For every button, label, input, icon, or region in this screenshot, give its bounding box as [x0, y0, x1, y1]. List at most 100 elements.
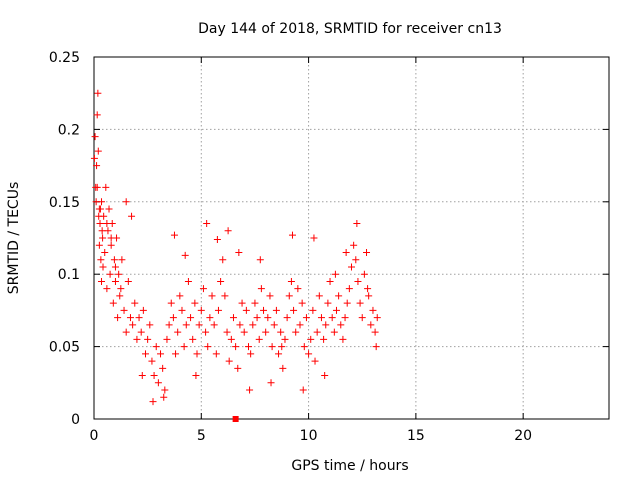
- data-point: [100, 212, 108, 220]
- data-point: [208, 292, 216, 300]
- data-point: [94, 147, 102, 155]
- data-point: [292, 328, 300, 336]
- data-point: [268, 343, 276, 351]
- data-point: [93, 111, 101, 119]
- data-point: [353, 220, 361, 228]
- data-point: [342, 248, 350, 256]
- data-point: [350, 241, 358, 249]
- data-point: [352, 256, 360, 264]
- zero-marker: [232, 416, 239, 422]
- data-point: [172, 350, 180, 358]
- data-point: [94, 89, 102, 97]
- data-point: [129, 321, 137, 329]
- data-point: [372, 343, 380, 351]
- data-point: [197, 306, 205, 314]
- data-point: [285, 292, 293, 300]
- data-point: [234, 364, 242, 372]
- data-point: [91, 133, 99, 141]
- data-point: [264, 314, 272, 322]
- y-tick-label: 0.25: [49, 50, 80, 66]
- data-point: [337, 321, 345, 329]
- data-point: [122, 328, 130, 336]
- data-point: [182, 321, 190, 329]
- data-point: [107, 234, 115, 242]
- data-point: [278, 343, 286, 351]
- data-point: [169, 314, 177, 322]
- data-point: [163, 335, 171, 343]
- data-point: [290, 306, 298, 314]
- data-point: [367, 321, 375, 329]
- x-tick-label: 10: [300, 428, 318, 444]
- data-point: [260, 306, 268, 314]
- y-axis-label: SRMTID / TECUs: [6, 182, 22, 295]
- data-point: [95, 205, 103, 213]
- data-point: [213, 235, 221, 243]
- data-point: [240, 328, 248, 336]
- data-point: [371, 328, 379, 336]
- data-point: [118, 256, 126, 264]
- data-point: [126, 314, 134, 322]
- data-point: [313, 328, 321, 336]
- x-tick-label: 20: [514, 428, 532, 444]
- data-point: [144, 335, 152, 343]
- data-point: [363, 248, 371, 256]
- data-point: [364, 285, 372, 293]
- data-point: [236, 321, 244, 329]
- data-point: [279, 364, 287, 372]
- data-point: [187, 314, 195, 322]
- data-point: [305, 350, 313, 358]
- data-point: [225, 357, 233, 365]
- data-point: [116, 292, 124, 300]
- data-point: [103, 220, 111, 228]
- data-point: [311, 357, 319, 365]
- data-point: [249, 321, 257, 329]
- data-point: [339, 335, 347, 343]
- data-point: [107, 241, 115, 249]
- data-point: [251, 299, 259, 307]
- data-point: [189, 335, 197, 343]
- data-point: [217, 277, 225, 285]
- data-point: [296, 321, 304, 329]
- data-point: [277, 328, 285, 336]
- data-point: [146, 321, 154, 329]
- data-point: [114, 314, 122, 322]
- data-point: [137, 328, 145, 336]
- data-point: [267, 379, 275, 387]
- data-point: [348, 263, 355, 271]
- data-point: [206, 314, 214, 322]
- data-point: [235, 248, 243, 256]
- data-point: [332, 306, 340, 314]
- y-tick-label: 0: [71, 412, 80, 428]
- data-point: [176, 292, 184, 300]
- data-point: [154, 379, 162, 387]
- data-point: [275, 350, 283, 358]
- data-point: [170, 231, 178, 239]
- data-point: [135, 314, 143, 322]
- y-tick-label: 0.05: [49, 340, 80, 356]
- data-point: [122, 198, 130, 206]
- data-point: [210, 321, 218, 329]
- data-point: [219, 256, 227, 264]
- data-point: [302, 314, 310, 322]
- data-point: [204, 343, 212, 351]
- data-point: [360, 270, 368, 278]
- data-point: [124, 277, 132, 285]
- plot-frame: [93, 56, 610, 420]
- data-point: [106, 270, 114, 278]
- data-point: [199, 285, 207, 293]
- x-tick-label: 15: [407, 428, 425, 444]
- data-point: [138, 372, 146, 380]
- data-point: [255, 335, 263, 343]
- data-point: [257, 285, 265, 293]
- data-point: [229, 314, 237, 322]
- data-point: [262, 328, 270, 336]
- data-point: [167, 299, 175, 307]
- x-tick-label: 0: [90, 428, 99, 444]
- data-point: [331, 270, 339, 278]
- data-point: [320, 335, 328, 343]
- data-point: [330, 328, 338, 336]
- data-point: [165, 321, 173, 329]
- data-point: [300, 343, 308, 351]
- data-point: [159, 364, 167, 372]
